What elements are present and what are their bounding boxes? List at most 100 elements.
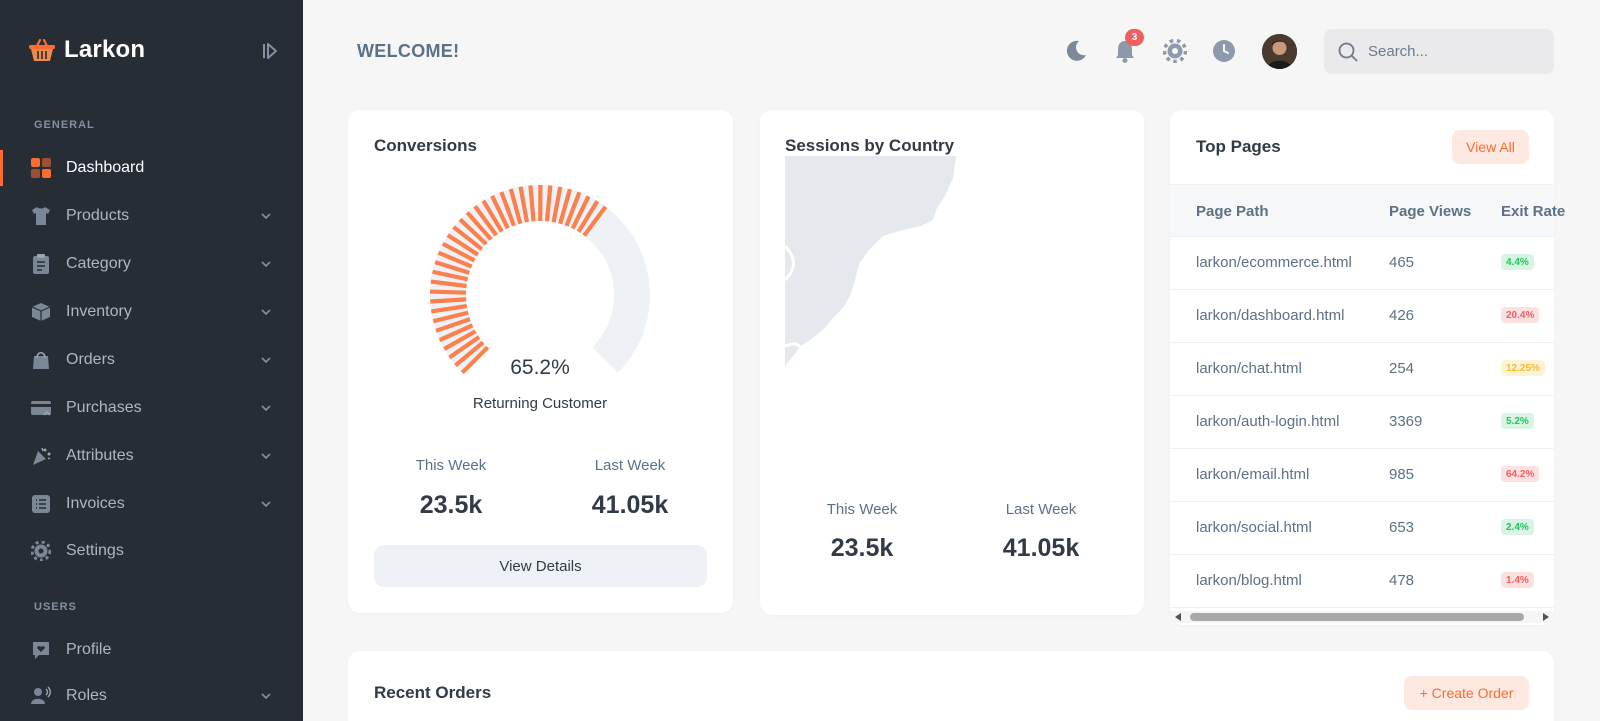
search-icon	[1338, 42, 1358, 61]
create-order-button[interactable]: + Create Order	[1404, 676, 1529, 710]
page-path-cell: larkon/dashboard.html	[1196, 307, 1345, 324]
gauge-tick	[430, 297, 467, 304]
gauge-tick	[437, 250, 473, 269]
gauge-tick	[454, 340, 485, 368]
table-row: larkon/dashboard.html 426 20.4%	[1170, 290, 1554, 343]
sidebar-item-settings[interactable]: Settings	[0, 531, 303, 571]
clock-icon	[1213, 40, 1235, 62]
column-header-page-path[interactable]: Page Path	[1196, 203, 1269, 220]
chevron-down-icon	[261, 693, 271, 700]
view-all-button[interactable]: View All	[1452, 130, 1529, 164]
user-avatar[interactable]	[1262, 34, 1297, 69]
menu-title-users: USERS	[34, 601, 77, 613]
gauge-tick	[558, 188, 572, 225]
sidebar-item-label: Inventory	[66, 303, 132, 320]
brand-logo[interactable]: Larkon	[28, 36, 145, 64]
activity-button[interactable]	[1211, 38, 1237, 64]
card-transfer-icon	[31, 398, 51, 418]
view-details-button[interactable]: View Details	[374, 545, 707, 587]
sessions-this-week-label: This Week	[826, 501, 898, 518]
scroll-right-arrow-icon[interactable]	[1543, 613, 1549, 621]
top-pages-table-header: Page Path Page Views Exit Rate	[1170, 184, 1565, 237]
page-path-cell: larkon/email.html	[1196, 466, 1310, 483]
sidebar-item-category[interactable]: Category	[0, 244, 303, 284]
scroll-left-arrow-icon[interactable]	[1175, 613, 1181, 621]
exit-rate-badge: 64.2%	[1501, 466, 1540, 482]
notification-count-badge: 3	[1125, 29, 1144, 46]
sessions-this-week-value: 23.5k	[830, 534, 894, 562]
menu-title-general: GENERAL	[34, 119, 95, 131]
exit-rate-badge: 20.4%	[1501, 307, 1540, 323]
settings-button[interactable]	[1162, 38, 1188, 64]
recent-orders-title: Recent Orders	[374, 683, 492, 702]
gauge-tick	[490, 195, 510, 230]
table-row: larkon/email.html 985 64.2%	[1170, 449, 1554, 502]
conversions-percent: 65.2%	[510, 356, 570, 379]
gauge-tick	[434, 260, 471, 275]
gauge-tick	[448, 335, 481, 360]
sidebar-item-invoices[interactable]: Invoices	[0, 484, 303, 524]
page-views-cell: 254	[1389, 360, 1415, 377]
horizontal-scrollbar[interactable]	[1170, 611, 1554, 623]
sidebar-item-label: Profile	[66, 641, 112, 658]
exit-rate-badge: 12.25%	[1501, 360, 1545, 376]
gauge-tick	[564, 191, 582, 227]
gauge-tick	[441, 241, 476, 263]
column-header-exit-rate[interactable]: Exit Rate	[1501, 203, 1566, 220]
sidebar-item-label: Settings	[66, 542, 124, 559]
sidebar-item-purchases[interactable]: Purchases	[0, 388, 303, 428]
sidebar-collapse-icon[interactable]	[262, 42, 278, 60]
table-row: larkon/ecommerce.html 465 4.4%	[1170, 237, 1554, 290]
map-region-landmass[interactable]	[785, 156, 956, 366]
conversions-title: Conversions	[374, 136, 477, 155]
gauge-tick	[551, 186, 563, 223]
gauge-tick	[499, 191, 516, 227]
theme-toggle-button[interactable]	[1063, 38, 1089, 64]
table-row: larkon/social.html 653 2.4%	[1170, 502, 1554, 555]
box-icon	[31, 302, 51, 322]
gauge-tick	[582, 205, 608, 237]
page-path-cell: larkon/social.html	[1196, 519, 1312, 536]
clipboard-list-icon	[31, 254, 51, 274]
conversions-caption: Returning Customer	[472, 395, 608, 412]
sidebar-item-dashboard[interactable]: Dashboard	[0, 148, 303, 188]
sidebar-item-roles[interactable]: Roles	[0, 676, 303, 716]
scrollbar-thumb[interactable]	[1190, 613, 1524, 621]
page-path-cell: larkon/auth-login.html	[1196, 413, 1340, 430]
sidebar-item-attributes[interactable]: Attributes	[0, 436, 303, 476]
table-row: larkon/blog.html 478 1.4%	[1170, 555, 1554, 608]
gauge-tick	[432, 269, 469, 282]
chevron-down-icon	[261, 309, 271, 316]
conversions-this-week-value: 23.5k	[419, 491, 483, 519]
confetti-icon	[31, 446, 51, 466]
search-input[interactable]	[1368, 43, 1538, 60]
sessions-last-week-label: Last Week	[1005, 501, 1077, 518]
page-title: WELCOME!	[357, 41, 460, 61]
gauge-tick	[570, 195, 591, 230]
map-border	[785, 244, 795, 282]
sidebar-item-orders[interactable]: Orders	[0, 340, 303, 380]
search-box[interactable]	[1324, 29, 1554, 74]
recent-orders-card	[348, 651, 1554, 721]
chat-heart-icon	[31, 640, 51, 660]
sidebar-item-profile[interactable]: Profile	[0, 630, 303, 670]
gear-icon	[31, 541, 51, 561]
page-views-cell: 653	[1389, 519, 1415, 536]
gauge-tick	[446, 233, 480, 257]
page-path-cell: larkon/ecommerce.html	[1196, 254, 1352, 271]
gear-icon	[1163, 39, 1187, 63]
chevron-down-icon	[261, 453, 271, 460]
sidebar-item-products[interactable]: Products	[0, 196, 303, 236]
world-map[interactable]	[785, 156, 957, 374]
sidebar-item-label: Attributes	[66, 447, 134, 464]
page-views-cell: 985	[1389, 466, 1415, 483]
gauge-tick	[518, 186, 529, 223]
gauge-tick	[508, 188, 523, 225]
table-row: larkon/auth-login.html 3369 5.2%	[1170, 396, 1554, 449]
table-row: larkon/chat.html 254 12.25%	[1170, 343, 1554, 396]
sidebar-item-inventory[interactable]: Inventory	[0, 292, 303, 332]
column-header-page-views[interactable]: Page Views	[1389, 203, 1472, 220]
chevron-down-icon	[261, 261, 271, 268]
page-views-cell: 478	[1389, 572, 1415, 589]
sidebar-item-label: Roles	[66, 687, 107, 704]
